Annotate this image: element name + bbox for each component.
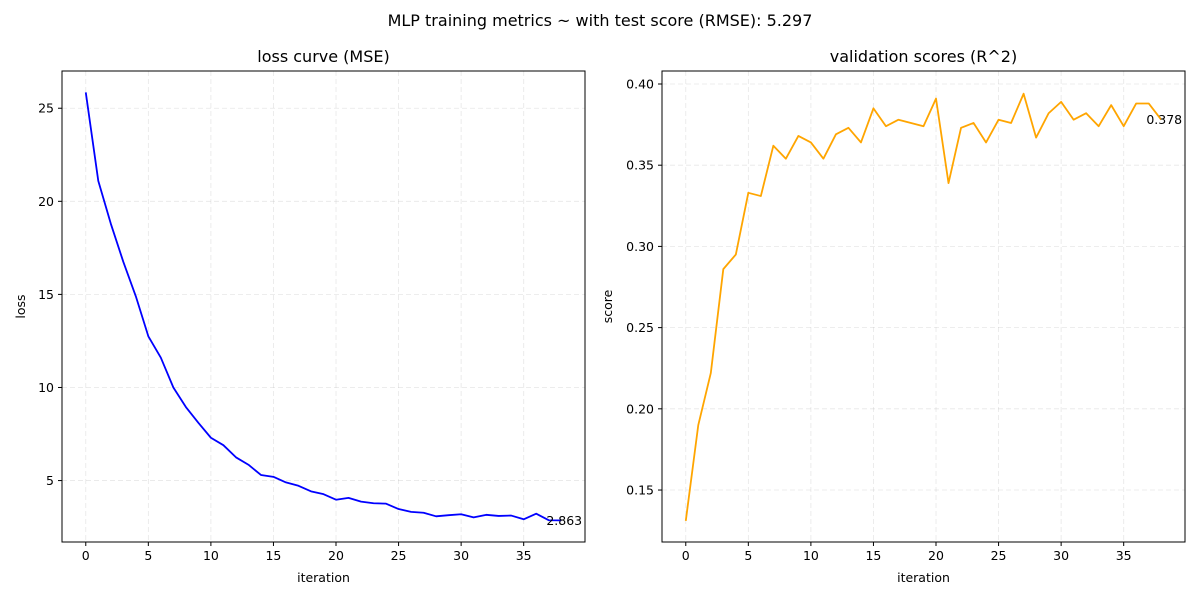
chart-title: loss curve (MSE) xyxy=(257,47,389,66)
y-tick-label: 0.15 xyxy=(626,483,654,498)
x-tick-label: 5 xyxy=(744,548,752,563)
x-tick-label: 25 xyxy=(391,548,407,563)
y-tick-label: 0.25 xyxy=(626,320,654,335)
y-tick-label: 20 xyxy=(38,194,54,209)
x-tick-label: 10 xyxy=(203,548,219,563)
y-tick-label: 0.35 xyxy=(626,158,654,173)
x-tick-label: 5 xyxy=(144,548,152,563)
final-value-annotation: 0.378 xyxy=(1146,112,1182,127)
y-tick-label: 25 xyxy=(38,101,54,116)
y-tick-label: 5 xyxy=(46,473,54,488)
y-tick-label: 0.30 xyxy=(626,239,654,254)
axes-frame xyxy=(661,70,1186,543)
x-tick-label: 15 xyxy=(865,548,881,563)
x-axis-label: iteration xyxy=(297,570,350,585)
validation-scores-chart: 0 5 10 15 20 25 30 35 0.15 0.20 0.25 0.30 0.35 0.40 va… xyxy=(600,47,1186,585)
x-tick-label: 10 xyxy=(803,548,819,563)
x-tick-label: 35 xyxy=(516,548,532,563)
figure-suptitle: MLP training metrics ~ with test score (… xyxy=(388,11,813,30)
x-tick-label: 30 xyxy=(453,548,469,563)
chart-title: validation scores (R^2) xyxy=(830,47,1017,66)
x-axis-label: iteration xyxy=(897,570,950,585)
loss-curve-chart: 0 5 10 15 20 25 30 35 5 10 15 20 25 loss curve (MSE) i… xyxy=(13,47,586,585)
series-line xyxy=(684,92,1162,522)
y-tick-label: 15 xyxy=(38,287,54,302)
x-tick-label: 20 xyxy=(328,548,344,563)
y-tick-label: 0.20 xyxy=(626,401,654,416)
x-tick-label: 15 xyxy=(265,548,281,563)
y-tick-label: 10 xyxy=(38,380,54,395)
x-tick-label: 0 xyxy=(82,548,90,563)
axes-frame xyxy=(61,70,586,543)
x-tick-label: 20 xyxy=(928,548,944,563)
y-axis-label: loss xyxy=(13,294,28,318)
series-line xyxy=(84,92,562,522)
y-tick-label: 0.40 xyxy=(626,76,654,91)
final-value-annotation: 2.863 xyxy=(546,513,582,528)
x-tick-label: 35 xyxy=(1116,548,1132,563)
x-tick-label: 30 xyxy=(1053,548,1069,563)
y-axis-label: score xyxy=(600,289,615,323)
x-tick-label: 0 xyxy=(682,548,690,563)
x-tick-label: 25 xyxy=(991,548,1007,563)
